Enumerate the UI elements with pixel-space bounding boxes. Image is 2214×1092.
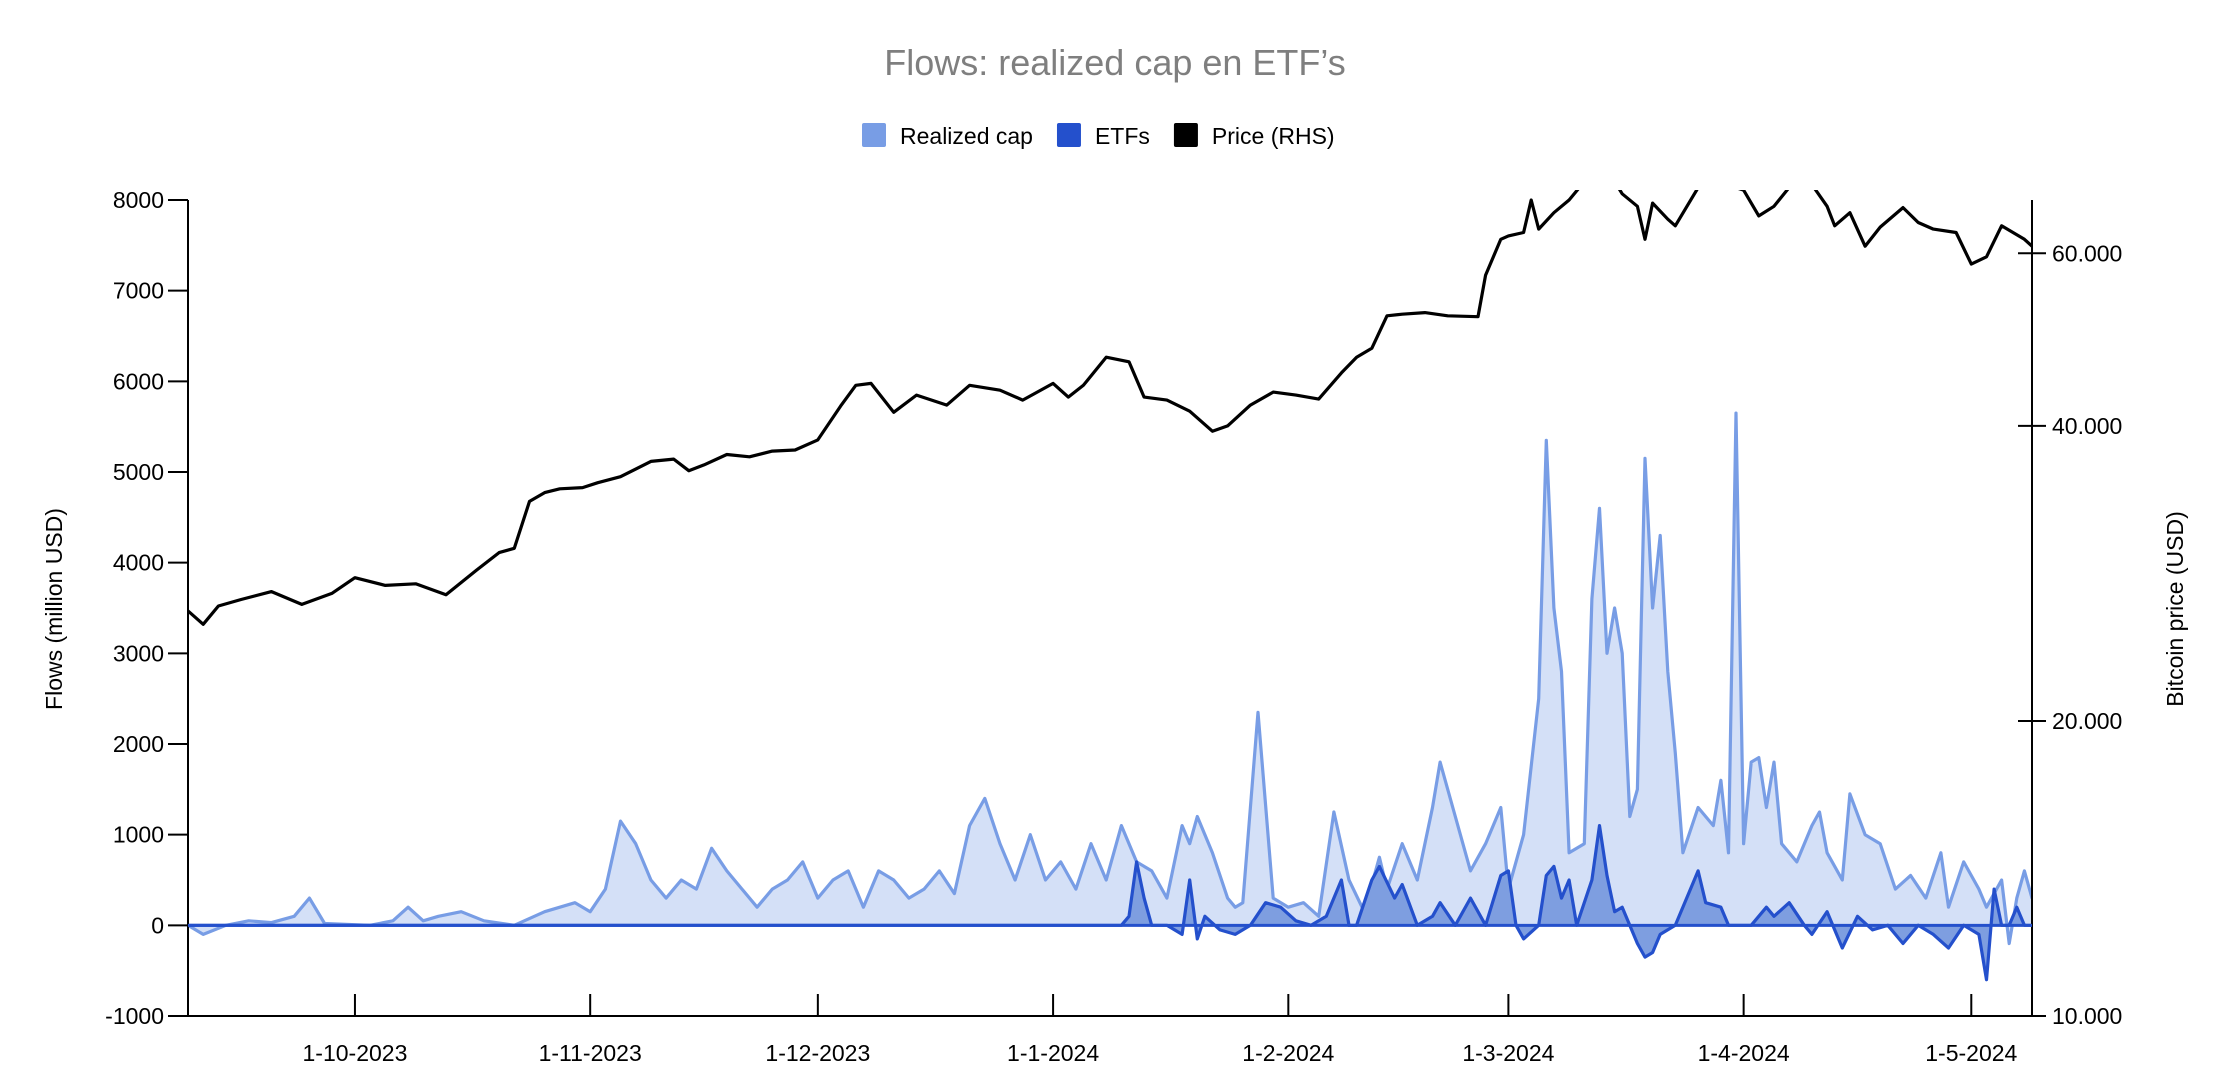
left-tick-label: 3000 — [113, 640, 164, 666]
plot-series-areas — [188, 190, 2032, 982]
left-tick-label: 0 — [151, 912, 164, 938]
right-tick-label: 10.000 — [2052, 1003, 2122, 1029]
x-tick-label: 1-11-2023 — [539, 1040, 642, 1066]
chart-title: Flows: realized cap en ETF’s — [884, 42, 1346, 83]
legend-label: ETFs — [1095, 123, 1150, 149]
left-tick-label: 6000 — [113, 368, 164, 394]
right-tick-label: 20.000 — [2052, 708, 2122, 734]
left-tick-label: 7000 — [113, 278, 164, 304]
legend-item: Realized cap — [862, 123, 1033, 149]
left-tick-label: 8000 — [113, 187, 164, 213]
legend-label: Price (RHS) — [1212, 123, 1335, 149]
realized-cap-line — [188, 411, 2032, 946]
left-tick-label: 1000 — [113, 822, 164, 848]
chart-axes: -1000 0 1000 2000 3000 4000 5000 6000 7000 8000 10… — [105, 187, 2122, 1066]
x-tick-label: 1-4-2024 — [1698, 1040, 1790, 1066]
legend-swatch — [1173, 123, 1198, 147]
x-tick-label: 1-12-2023 — [765, 1040, 870, 1066]
realized-cap-area — [188, 413, 2032, 944]
left-tick-label: 2000 — [113, 731, 164, 757]
x-tick-label: 1-10-2023 — [303, 1040, 408, 1066]
right-tick-label: 40.000 — [2052, 413, 2122, 439]
legend-swatch — [1056, 123, 1081, 147]
left-axis-title: Flows (million USD) — [41, 508, 67, 710]
right-tick-label: 60.000 — [2052, 240, 2122, 266]
left-tick-label: 5000 — [113, 459, 164, 485]
legend-swatch — [862, 123, 886, 147]
chart-legend: Realized cap ETFs Price (RHS) — [862, 123, 1335, 149]
left-tick-label: -1000 — [105, 1003, 164, 1029]
left-tick-label: 4000 — [113, 550, 164, 576]
x-tick-label: 1-5-2024 — [1925, 1040, 2017, 1066]
price-line — [188, 190, 2032, 626]
legend-item: ETFs — [1056, 123, 1150, 149]
x-tick-label: 1-2-2024 — [1242, 1040, 1334, 1066]
legend-label: Realized cap — [900, 123, 1033, 149]
legend-item: Price (RHS) — [1173, 123, 1335, 149]
x-tick-label: 1-3-2024 — [1462, 1040, 1554, 1066]
x-tick-label: 1-1-2024 — [1007, 1040, 1099, 1066]
right-axis-title: Bitcoin price (USD) — [2162, 511, 2188, 707]
